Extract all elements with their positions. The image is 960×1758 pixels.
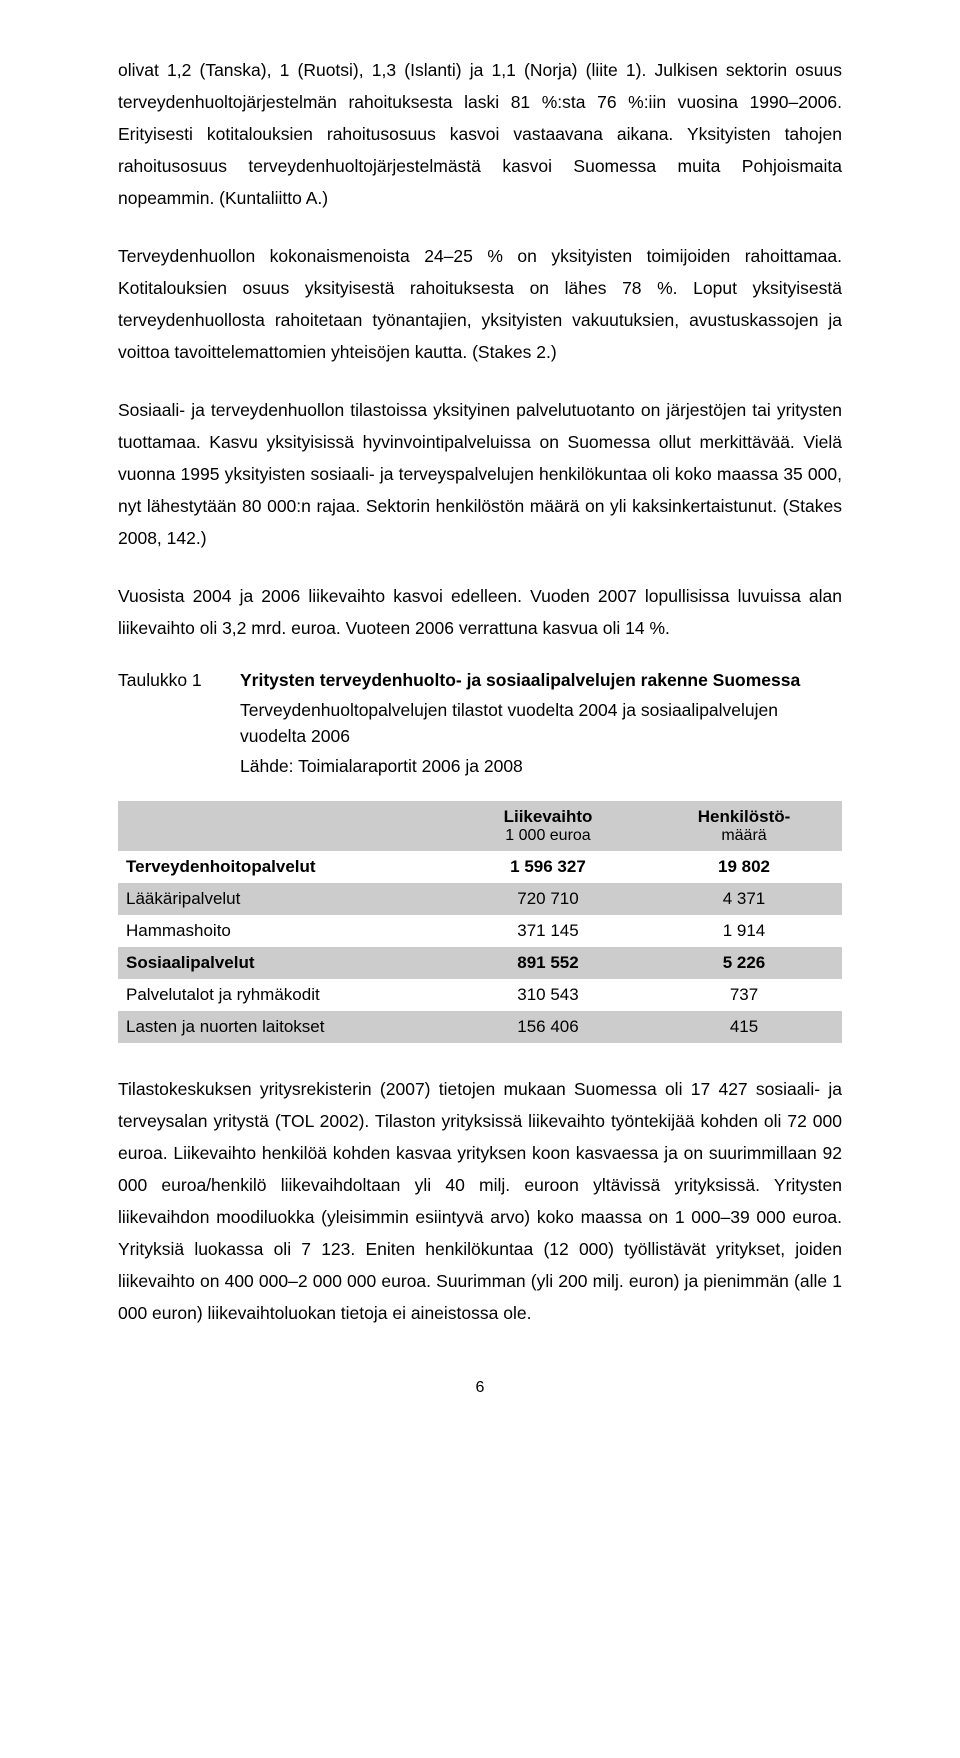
table-label: Taulukko 1 (118, 670, 240, 691)
row-henkilosto: 5 226 (646, 947, 842, 979)
header-c2-top: Henkilöstö- (698, 807, 791, 826)
row-henkilosto: 415 (646, 1011, 842, 1043)
table-row: Sosiaalipalvelut891 5525 226 (118, 947, 842, 979)
table-caption: Taulukko 1 Yritysten terveydenhuolto- ja… (118, 670, 842, 691)
table-subtitle-1: Terveydenhuoltopalvelujen tilastot vuode… (240, 697, 842, 749)
table-header-row: Liikevaihto 1 000 euroa Henkilöstö- määr… (118, 801, 842, 851)
row-name: Lasten ja nuorten laitokset (118, 1011, 450, 1043)
table-body: Terveydenhoitopalvelut1 596 32719 802Lää… (118, 851, 842, 1043)
page-number: 6 (118, 1379, 842, 1397)
structure-table: Liikevaihto 1 000 euroa Henkilöstö- määr… (118, 801, 842, 1043)
row-henkilosto: 1 914 (646, 915, 842, 947)
paragraph-5: Tilastokeskuksen yritysrekisterin (2007)… (118, 1073, 842, 1329)
table-title: Yritysten terveydenhuolto- ja sosiaalipa… (240, 670, 800, 691)
row-name: Lääkäripalvelut (118, 883, 450, 915)
table-row: Lääkäripalvelut720 7104 371 (118, 883, 842, 915)
header-c1-top: Liikevaihto (504, 807, 593, 826)
table-header-liikevaihto: Liikevaihto 1 000 euroa (450, 801, 646, 851)
row-name: Palvelutalot ja ryhmäkodit (118, 979, 450, 1011)
row-liikevaihto: 310 543 (450, 979, 646, 1011)
table-subtitle-2: Lähde: Toimialaraportit 2006 ja 2008 (240, 753, 842, 779)
row-liikevaihto: 891 552 (450, 947, 646, 979)
row-liikevaihto: 720 710 (450, 883, 646, 915)
table-row: Terveydenhoitopalvelut1 596 32719 802 (118, 851, 842, 883)
row-name: Terveydenhoitopalvelut (118, 851, 450, 883)
table-header-empty (118, 801, 450, 851)
document-page: olivat 1,2 (Tanska), 1 (Ruotsi), 1,3 (Is… (0, 0, 960, 1758)
row-liikevaihto: 371 145 (450, 915, 646, 947)
table-row: Palvelutalot ja ryhmäkodit310 543737 (118, 979, 842, 1011)
row-liikevaihto: 1 596 327 (450, 851, 646, 883)
paragraph-1: olivat 1,2 (Tanska), 1 (Ruotsi), 1,3 (Is… (118, 54, 842, 214)
paragraph-4: Vuosista 2004 ja 2006 liikevaihto kasvoi… (118, 580, 842, 644)
header-c2-sub: määrä (654, 827, 834, 845)
row-henkilosto: 737 (646, 979, 842, 1011)
table-row: Lasten ja nuorten laitokset156 406415 (118, 1011, 842, 1043)
table-header-henkilosto: Henkilöstö- määrä (646, 801, 842, 851)
paragraph-3: Sosiaali- ja terveydenhuollon tilastoiss… (118, 394, 842, 554)
header-c1-sub: 1 000 euroa (458, 827, 638, 845)
row-name: Hammashoito (118, 915, 450, 947)
row-henkilosto: 4 371 (646, 883, 842, 915)
row-name: Sosiaalipalvelut (118, 947, 450, 979)
table-row: Hammashoito371 1451 914 (118, 915, 842, 947)
row-henkilosto: 19 802 (646, 851, 842, 883)
row-liikevaihto: 156 406 (450, 1011, 646, 1043)
paragraph-2: Terveydenhuollon kokonaismenoista 24–25 … (118, 240, 842, 368)
